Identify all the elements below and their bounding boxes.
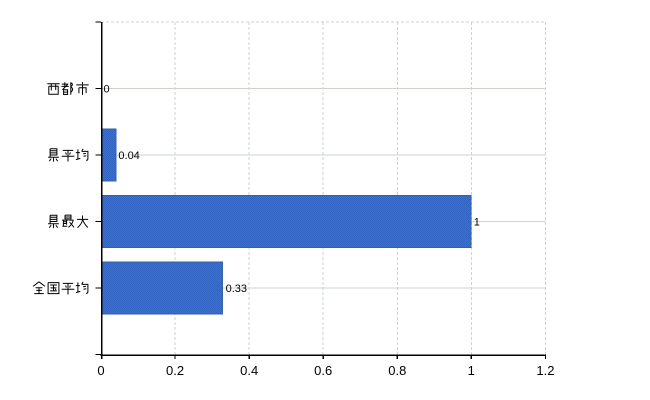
svg-text:0.04: 0.04	[118, 150, 139, 162]
svg-text:1.2: 1.2	[536, 363, 554, 378]
svg-text:0.4: 0.4	[240, 363, 258, 378]
svg-text:0.2: 0.2	[166, 363, 184, 378]
svg-text:0: 0	[97, 363, 104, 378]
svg-text:0.8: 0.8	[388, 363, 406, 378]
svg-text:0: 0	[104, 84, 110, 96]
svg-text:0.33: 0.33	[226, 283, 247, 295]
svg-text:1: 1	[468, 363, 475, 378]
svg-text:1: 1	[474, 217, 480, 229]
svg-text:0.6: 0.6	[314, 363, 332, 378]
